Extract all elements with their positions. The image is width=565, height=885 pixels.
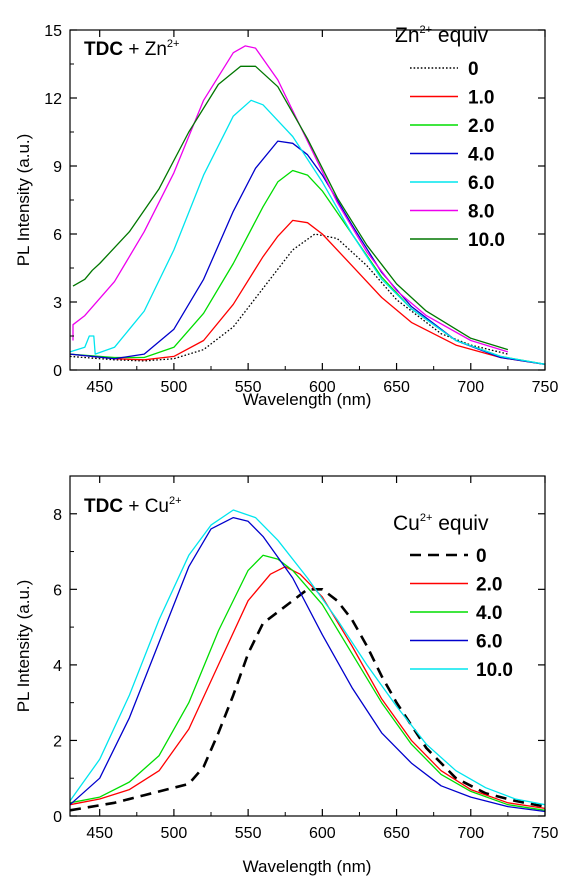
y-tick-label-0: 0 <box>53 363 62 380</box>
y-tick-label-1: 2 <box>53 733 62 750</box>
y-tick-label-2: 6 <box>53 227 62 244</box>
y-tick-label-2: 4 <box>53 658 62 675</box>
x-tick-label-5: 700 <box>457 379 484 396</box>
ticks-layer <box>70 29 546 371</box>
annotation-rest: + Cu <box>123 496 169 517</box>
y-tick-labels: 0 3 6 9 12 15 <box>44 23 62 380</box>
y-tick-labels: 0 2 4 6 8 <box>53 507 62 826</box>
x-tick-labels: 450 500 550 600 650 700 750 <box>86 825 558 842</box>
y-tick-label-5: 15 <box>44 23 62 40</box>
legend-title: Zn2+ equiv <box>395 24 489 47</box>
legend-title-main: Zn <box>395 24 420 47</box>
y-axis-title: PL Intensity (a.u.) <box>14 580 33 713</box>
annotation-bold: TDC <box>84 496 123 517</box>
legend-title-sup: 2+ <box>420 24 433 36</box>
x-tick-label-6: 750 <box>532 379 559 396</box>
series-line-0 <box>69 587 546 812</box>
series-line-3 <box>69 516 546 813</box>
series-line-0 <box>69 233 509 362</box>
legend-label-6: 10.0 <box>468 230 505 251</box>
x-tick-label-3: 600 <box>309 825 336 842</box>
series-line-2 <box>69 554 546 811</box>
legend-label-0: 0 <box>476 546 487 567</box>
ticks-layer <box>70 476 546 817</box>
legend-label-2: 2.0 <box>468 116 494 137</box>
x-tick-labels: 450 500 550 600 650 700 750 <box>86 379 558 396</box>
x-tick-label-5: 700 <box>457 825 484 842</box>
legend-title-rest: equiv <box>432 512 489 535</box>
x-tick-label-3: 600 <box>309 379 336 396</box>
x-tick-label-0: 450 <box>86 825 113 842</box>
series-line-2 <box>69 169 546 365</box>
annotation-label: TDC + Cu2+ <box>84 495 182 517</box>
legend: 0 1.0 2.0 4.0 6.0 8.0 10.0 <box>410 59 505 251</box>
y-tick-label-3: 6 <box>53 582 62 599</box>
annotation-rest: + Zn <box>123 39 167 60</box>
legend-title-main: Cu <box>393 512 420 535</box>
x-tick-label-1: 500 <box>161 825 188 842</box>
x-tick-label-4: 650 <box>383 379 410 396</box>
legend-label-4: 10.0 <box>476 660 513 681</box>
annotation-sup: 2+ <box>167 38 180 50</box>
legend-title-sup: 2+ <box>420 512 433 524</box>
x-tick-label-4: 650 <box>383 825 410 842</box>
series-layer <box>69 45 546 365</box>
legend-label-1: 1.0 <box>468 88 494 109</box>
chart-cu: 450 500 550 600 650 700 750 0 2 4 6 8 Wavelength (… <box>14 475 558 876</box>
chart-zn: 450 500 550 600 650 700 750 0 3 6 9 12 15 Wavelengt… <box>14 23 558 409</box>
legend-label-5: 8.0 <box>468 202 494 223</box>
y-tick-label-0: 0 <box>53 809 62 826</box>
legend: 0 2.0 4.0 6.0 10.0 <box>410 546 513 681</box>
series-line-5 <box>72 45 509 353</box>
y-axis-title: PL Intensity (a.u.) <box>14 134 33 267</box>
legend-title: Cu2+ equiv <box>393 512 489 535</box>
x-axis-title: Wavelength (nm) <box>243 390 372 409</box>
series-line-6 <box>72 65 509 351</box>
legend-label-4: 6.0 <box>468 173 494 194</box>
annotation-sup: 2+ <box>169 495 182 507</box>
legend-label-3: 4.0 <box>468 145 494 166</box>
y-tick-label-1: 3 <box>53 295 62 312</box>
x-tick-label-2: 550 <box>235 379 262 396</box>
x-tick-label-6: 750 <box>532 825 559 842</box>
plot-frame <box>69 475 546 817</box>
x-tick-label-2: 550 <box>235 825 262 842</box>
series-line-3 <box>69 140 546 365</box>
legend-title-rest: equiv <box>432 24 489 47</box>
legend-label-2: 4.0 <box>476 603 502 624</box>
y-tick-label-4: 12 <box>44 91 62 108</box>
legend-label-0: 0 <box>468 59 479 80</box>
x-tick-label-0: 450 <box>86 379 113 396</box>
legend-label-3: 6.0 <box>476 632 502 653</box>
y-tick-label-4: 8 <box>53 507 62 524</box>
series-line-4 <box>69 99 546 365</box>
plot-frame <box>69 29 546 371</box>
legend-label-1: 2.0 <box>476 575 502 596</box>
series-layer <box>69 509 546 813</box>
series-line-4 <box>69 509 546 806</box>
y-tick-label-3: 9 <box>53 159 62 176</box>
series-line-1 <box>69 219 546 365</box>
annotation-label: TDC + Zn2+ <box>84 38 179 60</box>
x-tick-label-1: 500 <box>161 379 188 396</box>
annotation-bold: TDC <box>84 39 123 60</box>
x-axis-title: Wavelength (nm) <box>243 857 372 876</box>
